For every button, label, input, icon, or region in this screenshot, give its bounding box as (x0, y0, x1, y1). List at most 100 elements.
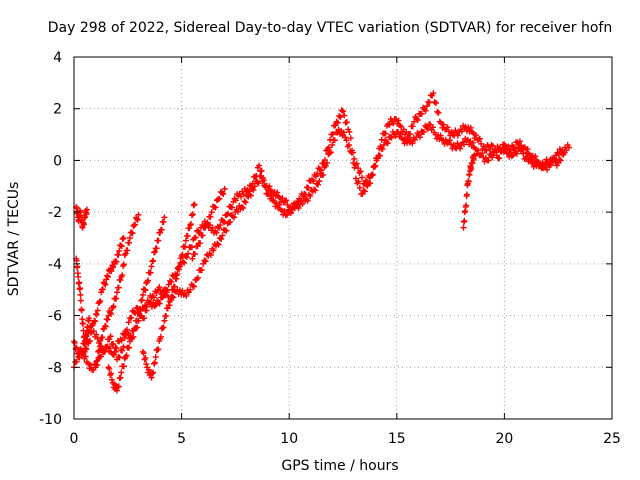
data-point (287, 203, 294, 210)
data-point (122, 250, 129, 257)
data-point (106, 336, 113, 343)
data-point (181, 259, 188, 266)
data-point (77, 297, 84, 304)
data-point (337, 113, 344, 120)
data-point (423, 103, 430, 110)
data-point (142, 287, 149, 294)
data-point (95, 348, 102, 355)
data-point (103, 344, 110, 351)
data-point (176, 263, 183, 270)
data-point (361, 188, 368, 195)
data-point (475, 147, 482, 154)
data-point (557, 157, 564, 164)
y-tick-label: 2 (53, 102, 62, 118)
data-point (250, 186, 257, 193)
data-point (460, 224, 467, 231)
data-point (116, 354, 123, 361)
data-point (187, 286, 194, 293)
data-point (76, 279, 83, 286)
data-point (240, 205, 247, 212)
data-point (191, 201, 198, 208)
data-point (565, 144, 572, 151)
data-point (422, 107, 429, 114)
data-point (312, 187, 319, 194)
data-point (411, 118, 418, 125)
data-point (98, 353, 105, 360)
data-point (276, 201, 283, 208)
data-point (204, 221, 211, 228)
data-point (418, 110, 425, 117)
data-point (97, 298, 104, 305)
data-point (259, 175, 266, 182)
data-point (96, 299, 103, 306)
data-point (329, 141, 336, 148)
data-point (128, 314, 135, 321)
data-point (148, 374, 155, 381)
data-point (132, 221, 139, 228)
x-tick-label: 25 (603, 431, 621, 447)
data-point (160, 293, 167, 300)
data-point (223, 227, 230, 234)
data-point (179, 287, 186, 294)
data-point (107, 345, 114, 352)
data-point (266, 183, 273, 190)
data-point (129, 230, 136, 237)
data-point (225, 210, 232, 217)
data-point (168, 294, 175, 301)
data-point (437, 132, 444, 139)
data-point (207, 213, 214, 220)
data-point (150, 257, 157, 264)
data-point (105, 273, 112, 280)
data-point (431, 98, 438, 105)
data-point (321, 156, 328, 163)
data-point (279, 195, 286, 202)
data-point (147, 269, 154, 276)
data-point (202, 224, 209, 231)
data-point (253, 172, 260, 179)
data-point (102, 281, 109, 288)
data-point (143, 307, 150, 314)
data-point (157, 333, 164, 340)
data-point (123, 352, 130, 359)
data-point (357, 168, 364, 175)
data-point (182, 237, 189, 244)
data-point (310, 178, 317, 185)
data-point (83, 333, 90, 340)
data-point (242, 199, 249, 206)
data-point (341, 112, 348, 119)
data-point (360, 187, 367, 194)
series-trace-f (105, 214, 168, 394)
data-point (349, 147, 356, 154)
y-tick-label: -6 (48, 309, 62, 325)
data-point (188, 221, 195, 228)
data-point (227, 218, 234, 225)
data-point (155, 346, 162, 353)
data-point (150, 369, 157, 376)
data-point (326, 150, 333, 157)
data-point (380, 141, 387, 148)
data-point (463, 202, 470, 209)
y-tick-label: -2 (48, 205, 62, 221)
data-point (213, 229, 220, 236)
data-point (498, 148, 505, 155)
data-point (120, 343, 127, 350)
data-point (142, 354, 149, 361)
data-point (94, 307, 101, 314)
data-point (334, 119, 341, 126)
data-point (117, 336, 124, 343)
data-point (219, 232, 226, 239)
data-point (189, 282, 196, 289)
data-point (82, 353, 89, 360)
data-point (472, 132, 479, 139)
data-point (82, 214, 89, 221)
data-point (158, 226, 165, 233)
data-point (128, 334, 135, 341)
data-point (84, 324, 91, 331)
data-point (97, 337, 104, 344)
data-point (118, 369, 125, 376)
data-point (329, 131, 336, 138)
data-point (221, 218, 228, 225)
data-point (115, 383, 122, 390)
data-point (293, 203, 300, 210)
